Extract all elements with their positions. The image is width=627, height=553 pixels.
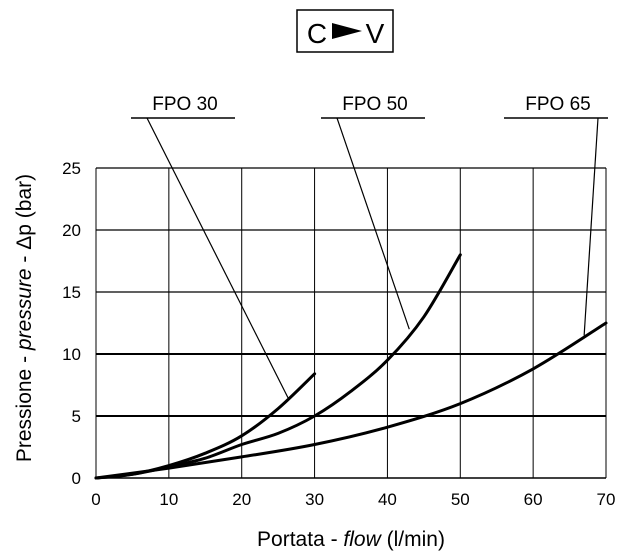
y-axis-label: Pressione - pressure - Δp (bar): [13, 174, 36, 462]
y-tick-label: 20: [62, 221, 81, 240]
right-pointer-icon: [332, 23, 362, 39]
x-tick-label: 40: [378, 490, 397, 509]
x-tick-label: 20: [232, 490, 251, 509]
y-tick-label: 25: [62, 159, 81, 178]
series-label-2: FPO 65: [525, 94, 590, 115]
y-tick-label: 0: [72, 469, 81, 488]
series-line-1: [94, 253, 462, 480]
series-annotations: FPO 30 FPO 50 FPO 65: [131, 94, 608, 401]
y-tick-label: 5: [72, 407, 81, 426]
x-tick-label: 0: [91, 490, 100, 509]
x-tick-label: 10: [159, 490, 178, 509]
x-axis-label: Portata - flow (l/min): [257, 528, 445, 551]
series-leader-line: [583, 117, 599, 336]
series-label-1: FPO 50: [342, 94, 407, 115]
grid: [95, 167, 607, 479]
series-label-0: FPO 30: [152, 94, 217, 115]
x-tick-label: 70: [597, 490, 616, 509]
y-tick-label: 10: [62, 345, 81, 364]
x-tick-label: 30: [305, 490, 324, 509]
series-leader-line: [336, 117, 410, 330]
x-tick-label: 60: [524, 490, 543, 509]
badge-to: V: [366, 18, 385, 49]
badge-from: C: [307, 18, 327, 49]
x-tick-label: 50: [451, 490, 470, 509]
series-leader-line: [146, 117, 290, 401]
series-curves: [94, 253, 608, 480]
tick-labels: 0 10 20 30 40 50 60 70 0 5 10 15 20 25: [62, 159, 615, 509]
series-line-2: [94, 321, 608, 480]
title-badge: C V: [296, 9, 394, 53]
y-tick-label: 15: [62, 283, 81, 302]
